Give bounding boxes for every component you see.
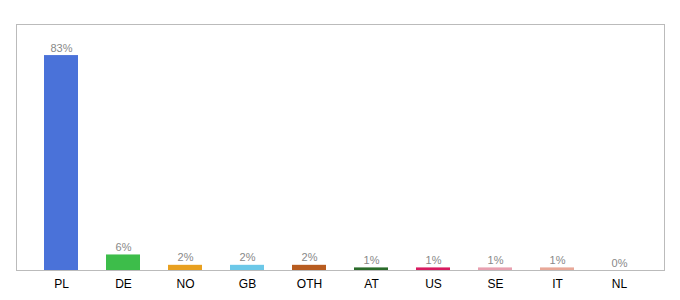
svg-text:SE: SE (487, 277, 503, 291)
svg-text:2%: 2% (302, 251, 318, 263)
svg-text:83%: 83% (50, 42, 72, 54)
svg-text:0%: 0% (612, 257, 628, 269)
svg-text:AT: AT (364, 277, 379, 291)
svg-text:PL: PL (54, 277, 69, 291)
svg-text:1%: 1% (550, 254, 566, 266)
svg-text:1%: 1% (364, 254, 380, 266)
svg-text:1%: 1% (426, 254, 442, 266)
svg-text:NL: NL (612, 277, 628, 291)
svg-text:OTH: OTH (297, 277, 322, 291)
svg-text:GB: GB (239, 277, 256, 291)
svg-text:IT: IT (552, 277, 563, 291)
svg-text:1%: 1% (488, 254, 504, 266)
svg-text:2%: 2% (178, 251, 194, 263)
svg-text:NO: NO (177, 277, 195, 291)
svg-text:6%: 6% (116, 241, 132, 253)
svg-text:2%: 2% (240, 251, 256, 263)
svg-text:US: US (425, 277, 442, 291)
svg-text:DE: DE (115, 277, 132, 291)
